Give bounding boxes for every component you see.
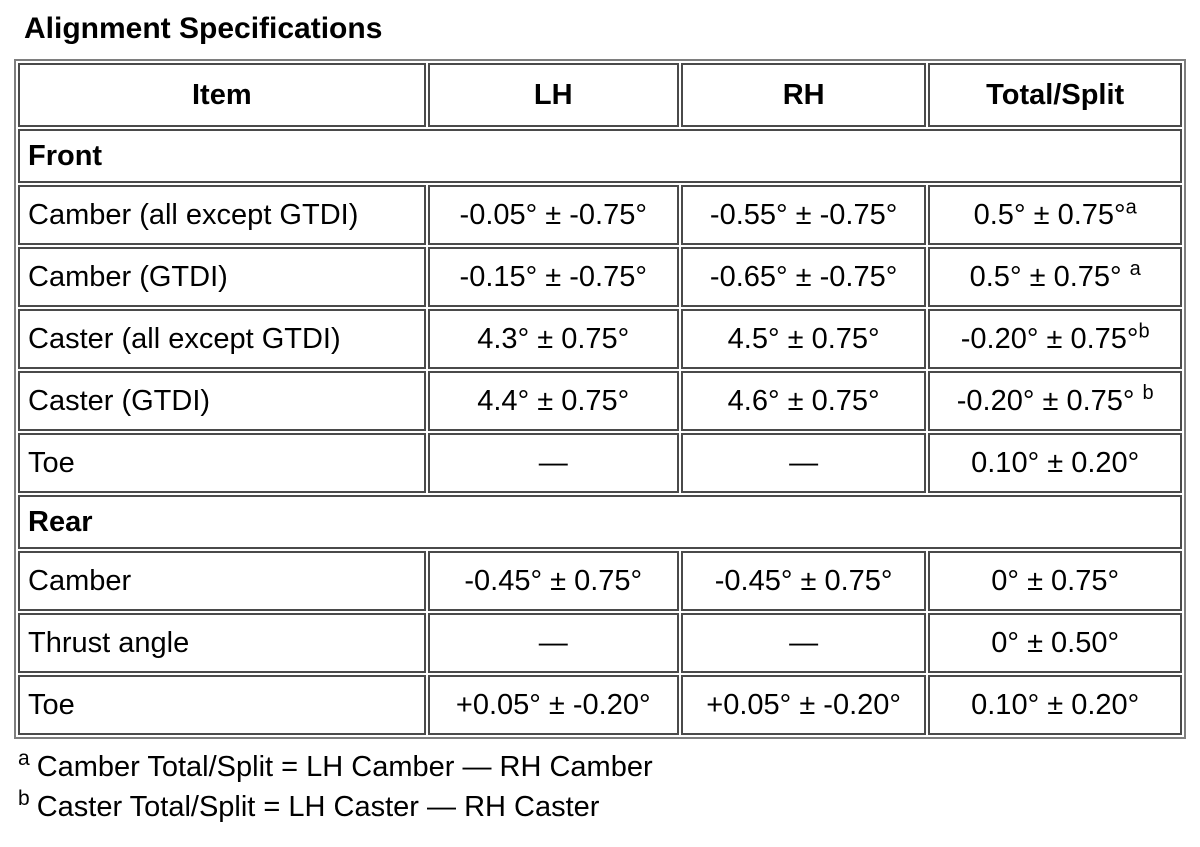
footnotes: a Camber Total/Split = LH Camber — RH Cam… [18, 747, 1186, 827]
footnote-marker-superscript: a [1129, 257, 1141, 280]
total-split-value: 0° ± 0.75° [991, 564, 1120, 597]
rh-value-cell: -0.55° ± -0.75° [680, 185, 927, 245]
rh-value-cell: — [680, 433, 927, 493]
rh-value-cell: -0.45° ± 0.75° [680, 551, 927, 611]
rh-value-cell: -0.65° ± -0.75° [680, 247, 927, 307]
rh-value-cell: 4.6° ± 0.75° [680, 371, 927, 431]
total-split-value: 0.10° ± 0.20° [971, 446, 1140, 479]
lh-value-cell: 4.4° ± 0.75° [427, 371, 679, 431]
spec-row: Caster (all except GTDI) 4.3° ± 0.75° 4.5°… [18, 309, 1182, 369]
spec-row: Camber -0.45° ± 0.75° -0.45° ± 0.75° 0° ± 0… [18, 551, 1182, 611]
section-row: Front [18, 129, 1182, 183]
item-cell: Camber [18, 551, 426, 611]
total-split-value: -0.20° ± 0.75° [956, 384, 1135, 417]
total-split-value-cell: 0° ± 0.50° [928, 613, 1182, 673]
section-label: Front [18, 129, 1182, 183]
footnote-marker-superscript: b [1142, 381, 1154, 404]
footnote-marker-superscript: a [1125, 195, 1137, 218]
total-split-value-cell: 0.10° ± 0.20° [928, 675, 1182, 735]
rh-value-cell: 4.5° ± 0.75° [680, 309, 927, 369]
lh-value-cell: — [427, 433, 679, 493]
total-split-value-cell: -0.20° ± 0.75° b [928, 371, 1182, 431]
table-header-row: Item LH RH Total/Split [18, 63, 1182, 127]
spec-row: Camber (GTDI) -0.15° ± -0.75° -0.65° ± -0.… [18, 247, 1182, 307]
item-cell: Caster (all except GTDI) [18, 309, 426, 369]
rh-value-cell: +0.05° ± -0.20° [680, 675, 927, 735]
lh-value-cell: — [427, 613, 679, 673]
footnote-b-text: Caster Total/Split = LH Caster — RH Cast… [36, 791, 600, 823]
item-cell: Thrust angle [18, 613, 426, 673]
item-cell: Toe [18, 675, 426, 735]
lh-value-cell: +0.05° ± -0.20° [427, 675, 679, 735]
lh-value-cell: 4.3° ± 0.75° [427, 309, 679, 369]
rh-value-cell: — [680, 613, 927, 673]
spec-row: Camber (all except GTDI) -0.05° ± -0.75° -… [18, 185, 1182, 245]
item-cell: Toe [18, 433, 426, 493]
col-header-rh: RH [680, 63, 927, 127]
total-split-value: 0° ± 0.50° [991, 626, 1120, 659]
spec-row: Toe +0.05° ± -0.20° +0.05° ± -0.20° 0.10° ±… [18, 675, 1182, 735]
footnote-b-marker: b [18, 787, 30, 811]
total-split-value-cell: 0.5° ± 0.75°a [928, 185, 1182, 245]
section-row: Rear [18, 495, 1182, 549]
col-header-item: Item [18, 63, 426, 127]
footnote-a-text: Camber Total/Split = LH Camber — RH Camb… [36, 751, 653, 783]
alignment-specs-table: Item LH RH Total/Split Front Camber (all … [14, 59, 1186, 739]
col-header-total-split: Total/Split [928, 63, 1182, 127]
spec-row: Caster (GTDI) 4.4° ± 0.75° 4.6° ± 0.75° -0.… [18, 371, 1182, 431]
total-split-value: 0.5° ± 0.75° [969, 260, 1122, 293]
footnote-a: a Camber Total/Split = LH Camber — RH Cam… [18, 747, 1186, 787]
lh-value-cell: -0.15° ± -0.75° [427, 247, 679, 307]
total-split-value-cell: -0.20° ± 0.75°b [928, 309, 1182, 369]
lh-value-cell: -0.05° ± -0.75° [427, 185, 679, 245]
item-cell: Camber (GTDI) [18, 247, 426, 307]
footnote-marker-superscript: b [1138, 319, 1150, 342]
total-split-value-cell: 0° ± 0.75° [928, 551, 1182, 611]
footnote-b: b Caster Total/Split = LH Caster — RH Cas… [18, 787, 1186, 827]
item-cell: Camber (all except GTDI) [18, 185, 426, 245]
col-header-lh: LH [427, 63, 679, 127]
total-split-value-cell: 0.5° ± 0.75° a [928, 247, 1182, 307]
total-split-value: -0.20° ± 0.75° [960, 322, 1139, 355]
page-title: Alignment Specifications [24, 12, 383, 45]
footnote-a-marker: a [18, 747, 30, 771]
total-split-value: 0.10° ± 0.20° [971, 688, 1140, 721]
lh-value-cell: -0.45° ± 0.75° [427, 551, 679, 611]
spec-row: Toe — —0.10° ± 0.20° [18, 433, 1182, 493]
item-cell: Caster (GTDI) [18, 371, 426, 431]
total-split-value-cell: 0.10° ± 0.20° [928, 433, 1182, 493]
spec-row: Thrust angle — —0° ± 0.50° [18, 613, 1182, 673]
total-split-value: 0.5° ± 0.75° [973, 198, 1126, 231]
section-label: Rear [18, 495, 1182, 549]
